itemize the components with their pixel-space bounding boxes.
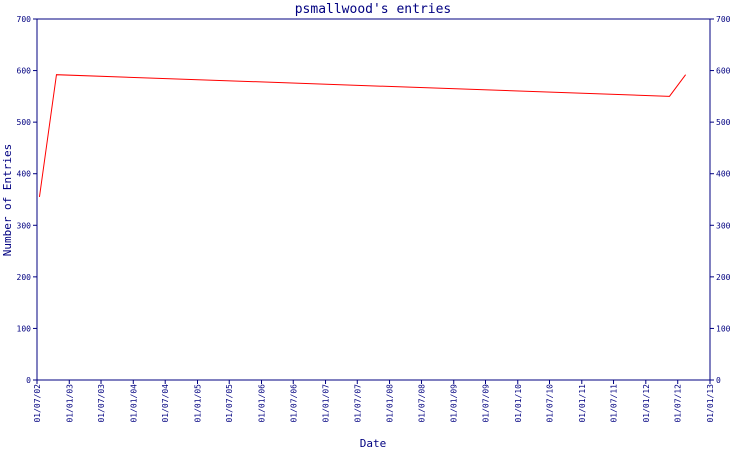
x-tick-label: 01/01/05 xyxy=(193,384,202,423)
x-tick-label: 01/01/07 xyxy=(322,384,331,423)
x-tick-label: 01/01/08 xyxy=(386,384,395,423)
x-tick-label: 01/01/09 xyxy=(450,384,459,423)
y2-tick-label: 300 xyxy=(716,221,731,230)
line xyxy=(38,74,687,197)
y-tick-label: 700 xyxy=(17,15,32,24)
x-tick-label: 01/07/09 xyxy=(481,384,490,423)
y2-tick-label: 500 xyxy=(716,118,731,127)
x-tick-label: 01/01/10 xyxy=(514,384,523,423)
y-tick-label: 600 xyxy=(17,67,32,76)
y-axis-label: Number of Entries xyxy=(1,144,14,257)
y-tick-label: 300 xyxy=(17,221,32,230)
y2-tick-label: 0 xyxy=(716,376,721,385)
x-tick-label: 01/07/10 xyxy=(546,384,555,423)
x-tick-label: 01/07/04 xyxy=(161,384,170,423)
y-tick-label: 0 xyxy=(26,376,31,385)
chart-title: psmallwood's entries xyxy=(295,2,452,17)
x-axis-label: Date xyxy=(360,437,387,450)
x-tick-label: 01/07/08 xyxy=(417,384,426,423)
x-tick-label: 01/01/12 xyxy=(642,384,651,423)
x-tick-label: 01/07/06 xyxy=(289,384,298,423)
y2-tick-label: 100 xyxy=(716,324,731,333)
y2-tick-label: 400 xyxy=(716,170,731,179)
x-tick-label: 01/07/05 xyxy=(225,384,234,423)
x-tick-label: 01/07/02 xyxy=(33,384,42,423)
x-tick-label: 01/01/11 xyxy=(578,384,587,423)
y2-tick-label: 700 xyxy=(716,15,731,24)
x-tick-label: 01/01/13 xyxy=(706,384,715,423)
x-tick-label: 01/07/07 xyxy=(353,384,362,423)
x-tick-label: 01/01/04 xyxy=(129,384,138,423)
y-tick-label: 400 xyxy=(17,170,32,179)
x-tick-label: 01/07/12 xyxy=(674,384,683,423)
y-tick-label: 100 xyxy=(17,324,32,333)
x-tick-label: 01/01/06 xyxy=(258,384,267,423)
x-tick-label: 01/07/03 xyxy=(97,384,106,423)
y-tick-label: 200 xyxy=(17,273,32,282)
y2-tick-label: 200 xyxy=(716,273,731,282)
x-tick-label: 01/07/11 xyxy=(610,384,619,423)
x-tick-label: 01/01/03 xyxy=(65,384,74,423)
y2-tick-label: 600 xyxy=(716,67,731,76)
y-tick-label: 500 xyxy=(17,118,32,127)
plot-frame xyxy=(36,18,711,381)
